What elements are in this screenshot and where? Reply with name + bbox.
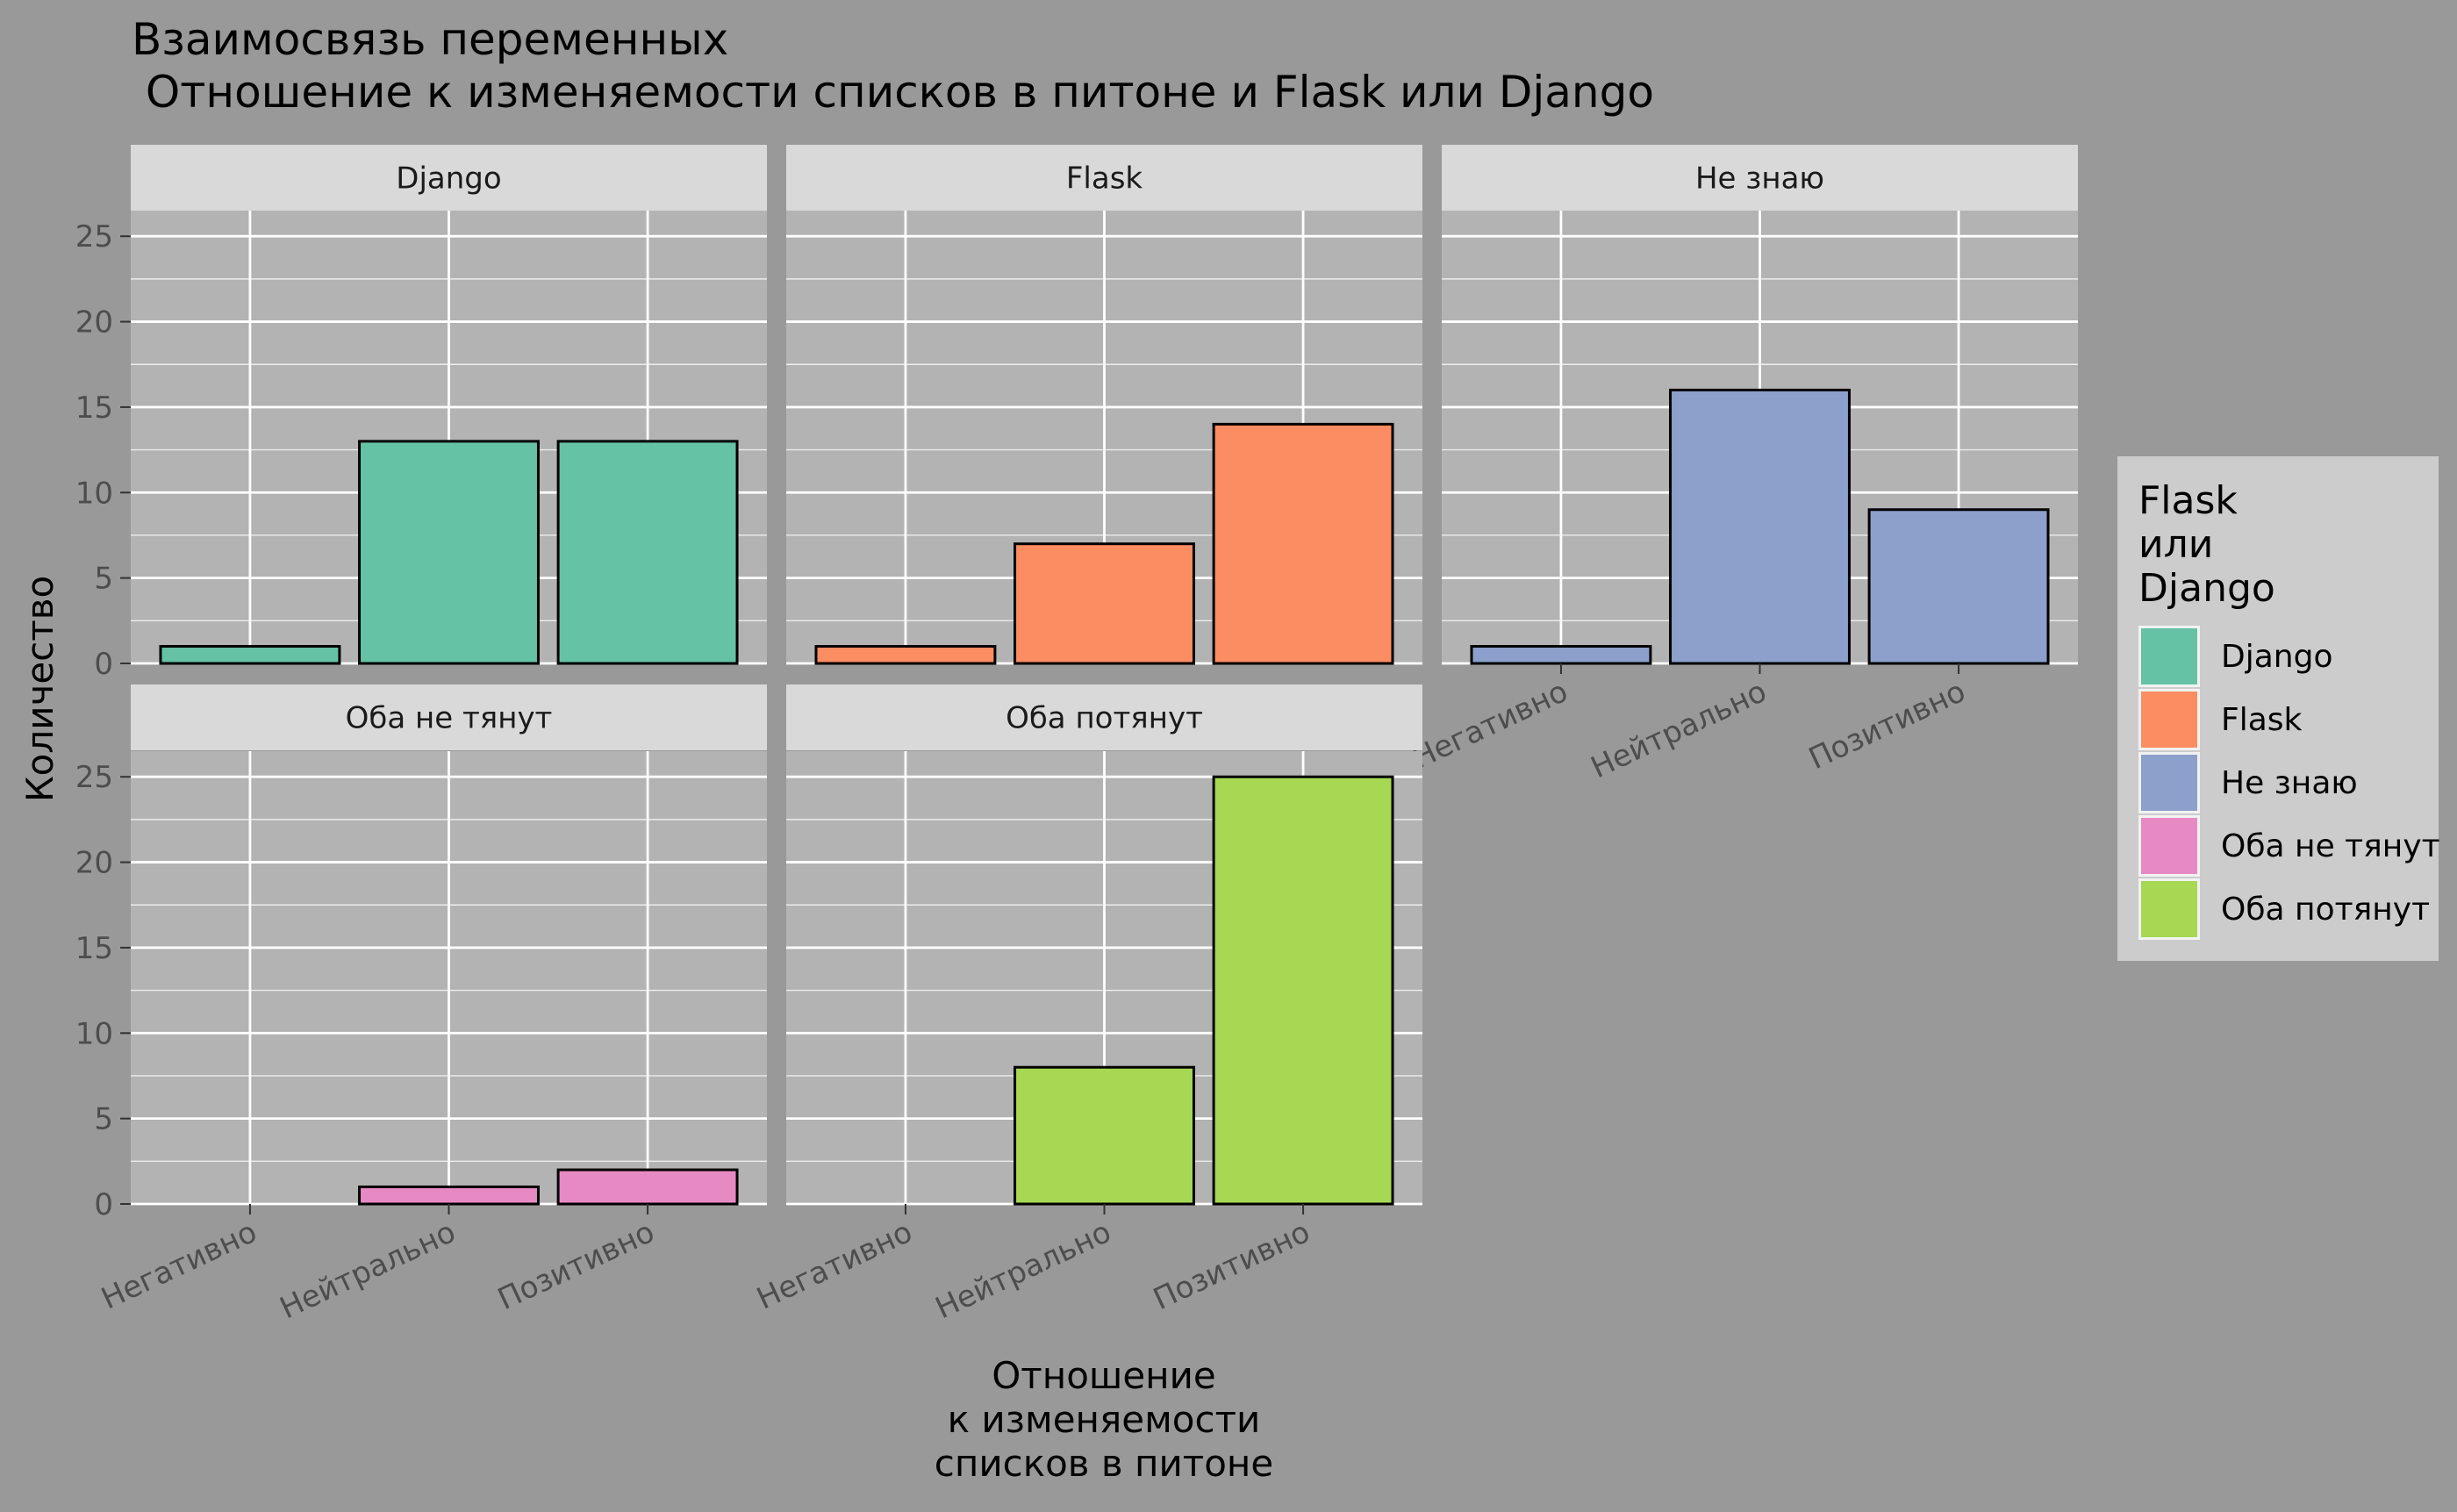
facet-1-strip xyxy=(786,145,1422,211)
facet-3-bar xyxy=(556,1168,739,1206)
facet-1-bar xyxy=(1212,422,1394,665)
facet-2-bar xyxy=(1669,388,1851,665)
facet-4-bar xyxy=(1212,775,1394,1206)
legend-item-label: Не знаю xyxy=(2221,765,2358,801)
facet-4-strip-label: Оба потянут xyxy=(1006,701,1203,736)
x-axis-title-line1: Отношение xyxy=(992,1354,1216,1397)
y-tick-label: 0 xyxy=(94,1187,113,1222)
facet-2-strip xyxy=(1442,145,2078,211)
y-tick-label: 0 xyxy=(94,647,113,682)
y-tick-label: 25 xyxy=(75,760,113,795)
y-tick-label: 20 xyxy=(75,846,113,881)
y-tick-label: 25 xyxy=(75,219,113,254)
legend-item-label: Django xyxy=(2221,639,2332,675)
y-tick-label: 20 xyxy=(75,305,113,340)
legend-key-swatch xyxy=(2141,818,2197,874)
legend-key-swatch xyxy=(2141,755,2197,811)
legend-key-swatch xyxy=(2141,881,2197,937)
legend-item-label: Оба не тянут xyxy=(2221,828,2440,864)
x-axis-title-line3: списков в питоне xyxy=(935,1442,1273,1485)
facet-4-bar xyxy=(1014,1065,1195,1206)
y-axis-title: Количество xyxy=(18,576,61,802)
legend-items: Django Flask Не знаю Оба не тянут Оба потяну… xyxy=(2138,626,2440,940)
facet-3-strip-label: Оба не тянут xyxy=(346,701,553,736)
facet-4-strip xyxy=(786,684,1422,750)
legend: Flask или Django Django Flask Не знаю Оба н… xyxy=(2117,456,2440,961)
facet-0-strip-label: Django xyxy=(396,161,501,197)
facet-3-strip xyxy=(131,684,767,750)
y-tick-label: 15 xyxy=(75,931,113,966)
facet-1-bar xyxy=(814,645,997,665)
x-axis-title-line2: к изменяемости xyxy=(948,1398,1261,1441)
legend-item-label: Оба потянут xyxy=(2221,892,2430,928)
facet-2-strip-label: Не знаю xyxy=(1695,161,1824,197)
facet-2-bar xyxy=(1470,645,1652,665)
y-tick-label: 10 xyxy=(75,476,113,511)
y-tick-label: 5 xyxy=(94,1102,113,1137)
legend-item-label: Flask xyxy=(2221,702,2303,738)
facet-1-strip-label: Flask xyxy=(1066,161,1143,197)
y-tick-label: 10 xyxy=(75,1016,113,1051)
facet-1-bar xyxy=(1014,542,1195,665)
legend-title-line3: Django xyxy=(2138,566,2275,611)
y-tick-label: 5 xyxy=(94,562,113,597)
facet-0-bar xyxy=(358,440,540,665)
facet-3-bar xyxy=(358,1186,540,1206)
legend-title-line1: Flask xyxy=(2138,478,2238,523)
y-tick-label: 15 xyxy=(75,391,113,426)
facet-0-bar xyxy=(159,645,341,665)
legend-key-swatch xyxy=(2141,628,2197,684)
chart-title-line2: Отношение к изменяемости списков в питон… xyxy=(132,67,1654,118)
legend-key-swatch xyxy=(2141,692,2197,748)
chart-title-line1: Взаимосвязь переменных xyxy=(132,14,728,65)
facet-0-bar xyxy=(556,440,739,665)
legend-title-line2: или xyxy=(2138,522,2213,567)
facet-0-strip xyxy=(131,145,767,211)
facet-2-bar xyxy=(1867,508,2050,665)
